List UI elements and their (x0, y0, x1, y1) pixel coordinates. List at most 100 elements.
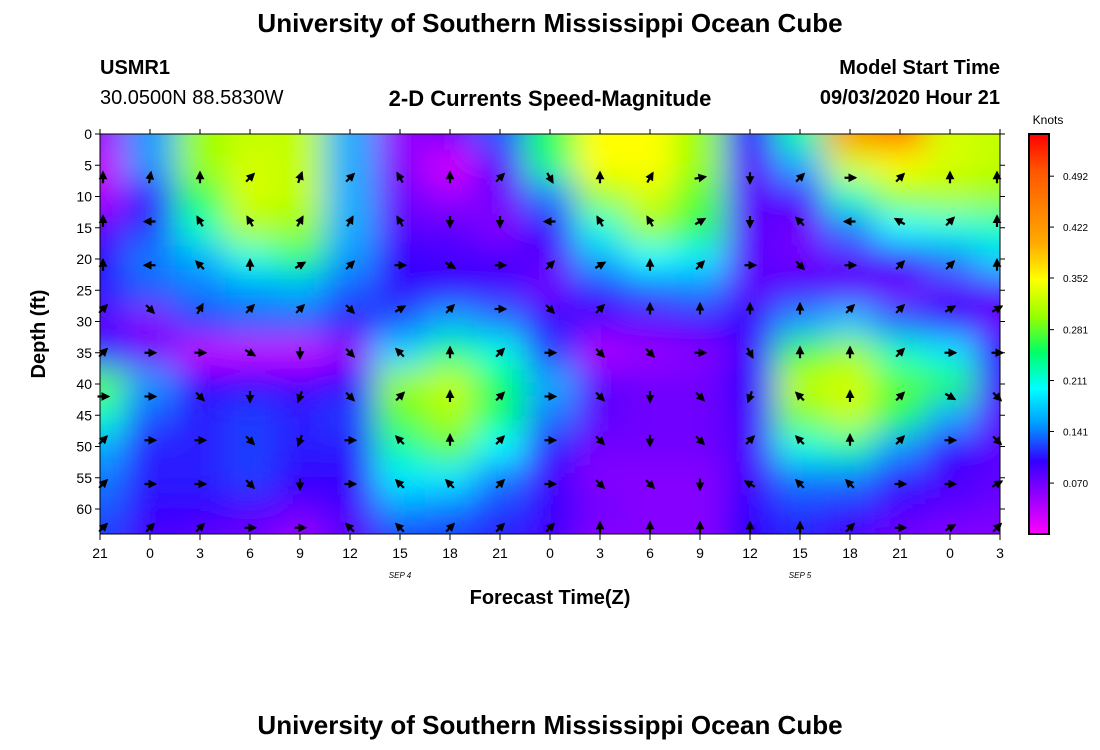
heatmap-cell (775, 180, 826, 213)
heatmap-cell (975, 274, 1000, 307)
heatmap-cell (475, 493, 526, 522)
heatmap-cell (975, 399, 1000, 432)
heatmap-cell (225, 134, 276, 151)
heatmap-cell (625, 274, 676, 307)
current-arrow (495, 391, 506, 402)
current-arrow (445, 303, 456, 314)
y-axis-label: Depth (ft) (28, 290, 50, 379)
heatmap-cell (275, 399, 326, 432)
current-arrow (646, 215, 655, 227)
heatmap-cell (100, 134, 126, 151)
heatmap-cell (175, 134, 226, 151)
heatmap-cell (775, 134, 826, 151)
heatmap-cell (175, 274, 226, 307)
heatmap-cell (575, 305, 626, 338)
heatmap-cells (100, 134, 1000, 534)
current-arrow (245, 172, 256, 183)
current-arrow (145, 170, 155, 184)
y-tick-label: 60 (76, 501, 92, 517)
y-tick-label: 25 (76, 282, 92, 298)
heatmap-cell (525, 399, 576, 432)
heatmap-cell (625, 399, 676, 432)
heatmap-cell (775, 462, 826, 494)
current-arrow (845, 303, 856, 314)
current-arrow (295, 303, 306, 314)
y-tick-label: 30 (76, 314, 92, 330)
current-arrow (594, 261, 607, 270)
y-tick-label: 50 (76, 439, 92, 455)
current-arrow (945, 216, 956, 227)
current-arrow (394, 435, 405, 445)
heatmap-cell (875, 212, 926, 244)
x-tick-label: 3 (996, 545, 1004, 561)
date-label: SEP 5 (789, 571, 812, 580)
heatmap-cell (475, 399, 526, 432)
heatmap-cell (975, 337, 1000, 369)
heatmap-cell (775, 243, 826, 276)
current-arrow (296, 390, 305, 404)
current-arrow (296, 434, 305, 448)
heatmap-cell (725, 430, 776, 463)
heatmap-cell (725, 493, 776, 522)
heatmap-cell (325, 493, 376, 522)
colorbar-tick-label: 0.422 (1063, 223, 1088, 234)
heatmap-cell (575, 243, 626, 276)
heatmap-cell (725, 134, 776, 151)
heatmap-cell (975, 305, 1000, 338)
heatmap-cell (275, 430, 326, 463)
heatmap-cell (825, 212, 876, 244)
heatmap-cell (575, 212, 626, 244)
heatmap-cell (375, 399, 426, 432)
current-arrow (895, 303, 906, 314)
current-arrow (495, 435, 506, 445)
heatmap-cell (225, 180, 276, 213)
heatmap-cell (275, 243, 326, 276)
heatmap-cell (875, 180, 926, 213)
heatmap-cell (875, 274, 926, 307)
current-arrow (344, 522, 355, 533)
x-tick-label: 12 (742, 545, 758, 561)
current-arrow (895, 347, 906, 358)
current-arrow (595, 348, 606, 358)
model-start-label: Model Start Time (839, 57, 1000, 79)
x-tick-label: 12 (342, 545, 358, 561)
y-tick-label: 5 (84, 157, 92, 173)
current-arrow (795, 260, 806, 271)
heatmap-cell (425, 243, 476, 276)
current-arrow (495, 172, 506, 183)
heatmap-cell (425, 305, 476, 338)
heatmap-cell (475, 430, 526, 463)
heatmap-cell (125, 493, 176, 522)
current-arrow (743, 480, 756, 489)
y-tick-label: 0 (84, 126, 92, 142)
heatmap-cell (475, 274, 526, 307)
current-arrow (895, 435, 906, 445)
heatmap-cell (125, 399, 176, 432)
heatmap-cell (975, 243, 1000, 276)
heatmap-cell (100, 521, 126, 534)
x-tick-label: 21 (892, 545, 908, 561)
x-tick-label: 18 (442, 545, 458, 561)
heatmap-cell (975, 430, 1000, 463)
x-tick-label: 0 (546, 545, 554, 561)
current-arrow (245, 303, 256, 314)
heatmap-cell (875, 493, 926, 522)
colorbar-tick-label: 0.070 (1063, 479, 1088, 490)
heatmap-cell (925, 305, 976, 338)
heatmap-cell (725, 399, 776, 432)
heatmap-cell (675, 134, 726, 151)
heatmap-cell (925, 430, 976, 463)
current-arrow (295, 215, 304, 227)
y-tick-label: 45 (76, 407, 92, 423)
current-arrow (495, 478, 506, 489)
heatmap-cell (275, 493, 326, 522)
heatmap-cell (975, 134, 1000, 151)
current-arrow (645, 479, 656, 490)
current-arrow (345, 260, 356, 270)
heatmap-cell (325, 243, 376, 276)
current-arrow (596, 215, 605, 227)
heatmap-cell (775, 399, 826, 432)
x-axis-label: Forecast Time(Z) (470, 587, 631, 609)
current-arrow (845, 522, 856, 533)
heatmap-cell (475, 180, 526, 213)
